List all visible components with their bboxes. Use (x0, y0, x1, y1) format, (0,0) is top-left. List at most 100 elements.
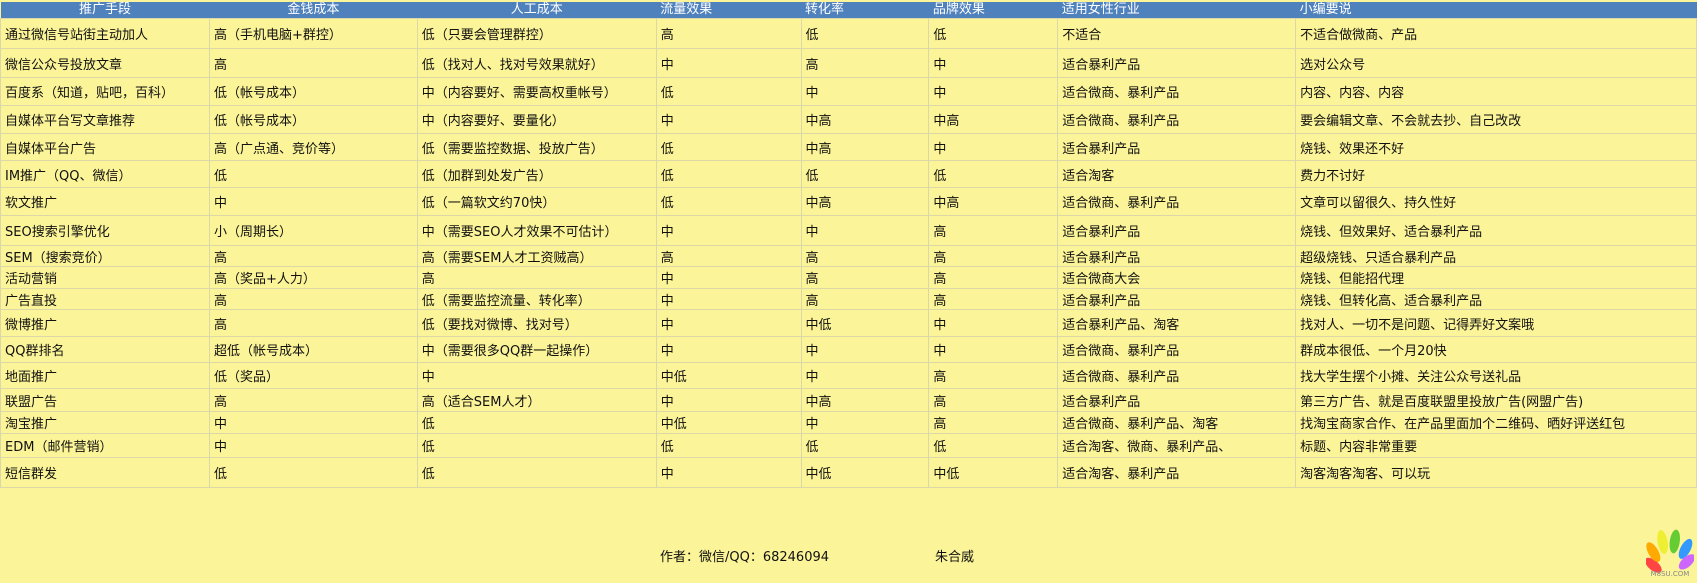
promotion-comparison-table: 推广手段 金钱成本 人工成本 流量效果 转化率 品牌效果 适用女性行业 小编要说 通过微信号站… (0, 2, 1697, 488)
table-cell: 小（周期长） (208, 215, 418, 246)
table-cell: 淘客淘客淘客、可以玩 (1295, 457, 1697, 488)
table-cell: 中 (655, 288, 802, 310)
column-header: 推广手段 (0, 2, 210, 19)
table-cell: 中 (800, 77, 930, 106)
table-cell: 中低 (655, 362, 802, 389)
table-cell: 不适合 (1057, 18, 1297, 49)
table-row: 广告直投高低（需要监控流量、转化率）中高高适合暴利产品 烧钱、但转化高、适合暴利产… (0, 288, 1697, 310)
table-cell: 费力不讨好 (1295, 160, 1697, 188)
table-row: SEM（搜索竞价）高高（需要SEM人才工资贼高）高高高适合暴利产品 超级烧钱、只适… (0, 245, 1697, 267)
table-row: SEO搜索引擎优化 小（周期长） 中（需要SEO人才效果不可估计）中中高适合暴利产品… (0, 215, 1697, 246)
table-cell: 低 (800, 160, 930, 188)
table-cell: 低 (928, 433, 1059, 458)
table-cell: 要会编辑文章、不会就去抄、自己改改 (1295, 105, 1697, 134)
table-cell: 低（帐号成本） (208, 77, 418, 106)
table-cell: 百度系（知道，贴吧，百科） (0, 77, 210, 106)
column-header: 流量效果 (656, 2, 802, 19)
table-cell: 高 (928, 245, 1059, 267)
table-cell: QQ群排名 (0, 336, 210, 363)
table-cell: 低（找对人、找对号效果就好） (416, 48, 657, 78)
table-cell: 中 (928, 133, 1059, 161)
table-cell: 软文推广 (0, 187, 210, 216)
table-cell: 中 (800, 362, 930, 389)
table-cell: 高 (800, 245, 930, 267)
table-cell: 第三方广告、就是百度联盟里投放广告(网盟广告) (1295, 388, 1697, 412)
table-cell: 适合微商、暴利产品 (1057, 77, 1297, 106)
table-cell: 低（奖品） (208, 362, 418, 389)
table-cell: 中 (655, 457, 802, 488)
table-cell: 选对公众号 (1295, 48, 1697, 78)
table-cell: 低 (655, 187, 802, 216)
column-header: 适用女性行业 (1057, 2, 1296, 19)
table-cell: 中（内容要好、要量化） (416, 105, 657, 134)
table-cell: 中低 (800, 457, 930, 488)
table-cell: 地面推广 (0, 362, 210, 389)
table-cell: 自媒体平台广告 (0, 133, 210, 161)
table-cell: 适合微商大会 (1057, 266, 1297, 289)
table-cell: SEO搜索引擎优化 (0, 215, 210, 246)
table-cell: 高 (928, 215, 1059, 246)
peacock-logo-icon: M8SU.COM (1645, 523, 1696, 579)
table-cell: 微博推广 (0, 309, 210, 337)
table-row: 短信群发低低中中低 中低 适合淘客、暴利产品 淘客淘客淘客、可以玩 (0, 457, 1697, 488)
table-cell: SEM（搜索竞价） (0, 245, 210, 267)
table-cell: 广告直投 (0, 288, 210, 310)
table-cell: 中 (208, 433, 418, 458)
table-cell: 适合微商、暴利产品 (1057, 362, 1297, 389)
table-row: 百度系（知道，贴吧，百科） 低（帐号成本） 中（内容要好、需要高权重帐号）低中中适合… (0, 77, 1697, 106)
table-row: 微信公众号投放文章高低（找对人、找对号效果就好）中高中适合暴利产品 选对公众号 (0, 48, 1697, 78)
table-cell: 低 (928, 160, 1059, 188)
column-header: 小编要说 (1295, 2, 1697, 19)
table-cell: IM推广（QQ、微信） (0, 160, 210, 188)
column-header: 金钱成本 (209, 2, 418, 19)
table-cell: 内容、内容、内容 (1295, 77, 1697, 106)
table-cell: 微信公众号投放文章 (0, 48, 210, 78)
svg-text:M8SU.COM: M8SU.COM (1651, 570, 1690, 578)
table-cell: 适合微商、暴利产品 (1057, 105, 1297, 134)
table-row: 活动营销 高（奖品+人力）高中高高适合微商大会 烧钱、但能招代理 (0, 266, 1697, 289)
table-cell: 高 (208, 309, 418, 337)
table-row: IM推广（QQ、微信）低低（加群到处发广告）低低低适合淘客 费力不讨好 (0, 160, 1697, 188)
table-cell: 超低（帐号成本） (208, 336, 418, 363)
table-cell: 中 (655, 105, 802, 134)
table-cell: 高（需要SEM人才工资贼高） (416, 245, 657, 267)
table-cell: 中高 (928, 105, 1059, 134)
table-cell: 低 (800, 18, 930, 49)
table-cell: 高 (800, 48, 930, 78)
table-cell: 文章可以留很久、持久性好 (1295, 187, 1697, 216)
table-cell: 低 (655, 160, 802, 188)
table-cell: 适合暴利产品 (1057, 288, 1297, 310)
table-cell: 烧钱、但转化高、适合暴利产品 (1295, 288, 1697, 310)
table-cell: 中 (800, 215, 930, 246)
table-cell: 中（需要SEO人才效果不可估计） (416, 215, 657, 246)
table-cell: 标题、内容非常重要 (1295, 433, 1697, 458)
table-cell: 低（一篇软文约70快） (416, 187, 657, 216)
table-cell: 高（手机电脑+群控） (208, 18, 418, 49)
table-cell: 适合微商、暴利产品 (1057, 336, 1297, 363)
table-row: 自媒体平台写文章推荐 低（帐号成本） 中（内容要好、要量化）中中高 中高 适合微商、暴利… (0, 105, 1697, 134)
table-cell: 适合淘客 (1057, 160, 1297, 188)
table-row: 淘宝推广中低中低中高适合微商、暴利产品、淘客 找淘宝商家合作、在产品里面加个二维码… (0, 411, 1697, 434)
table-cell: 低（帐号成本） (208, 105, 418, 134)
table-row: 自媒体平台广告 高（广点通、竞价等） 低（需要监控数据、投放广告）低中高中适合暴利产… (0, 133, 1697, 161)
table-cell: 低 (928, 18, 1059, 49)
table-cell: 中高 (800, 187, 930, 216)
table-cell: 中 (208, 411, 418, 434)
table-cell: 短信群发 (0, 457, 210, 488)
table-cell: 中高 (928, 187, 1059, 216)
table-cell: 中 (208, 187, 418, 216)
table-cell: 低 (800, 433, 930, 458)
table-cell: 高 (800, 266, 930, 289)
table-cell: 高（广点通、竞价等） (208, 133, 418, 161)
author-contact: 作者：微信/QQ：68246094 (660, 550, 830, 565)
table-cell: 高 (800, 288, 930, 310)
table-cell: 高 (208, 48, 418, 78)
table-cell: 中 (655, 215, 802, 246)
table-cell: 适合淘客、微商、暴利产品、 (1057, 433, 1297, 458)
table-cell: 自媒体平台写文章推荐 (0, 105, 210, 134)
table-cell: 低 (655, 133, 802, 161)
table-cell: 群成本很低、一个月20快 (1295, 336, 1697, 363)
table-cell: 高（奖品+人力） (208, 266, 418, 289)
table-cell: 低 (655, 77, 802, 106)
table-cell: 适合暴利产品 (1057, 215, 1297, 246)
